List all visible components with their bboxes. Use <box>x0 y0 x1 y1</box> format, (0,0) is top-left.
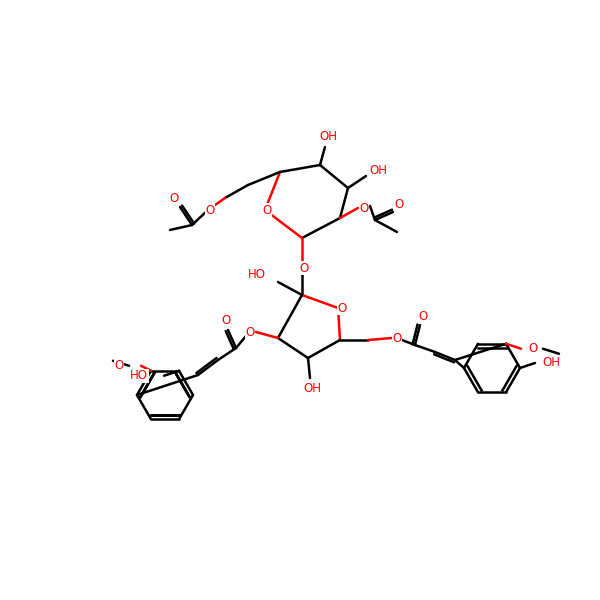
Text: HO: HO <box>130 369 148 382</box>
Text: OH: OH <box>303 382 321 395</box>
Text: O: O <box>529 342 538 355</box>
Text: HO: HO <box>248 268 266 280</box>
Text: O: O <box>418 311 428 323</box>
Text: O: O <box>245 325 254 338</box>
Text: O: O <box>337 301 347 314</box>
Text: O: O <box>115 359 124 372</box>
Text: O: O <box>299 262 308 275</box>
Text: OH: OH <box>369 163 387 176</box>
Text: O: O <box>359 202 368 214</box>
Text: OH: OH <box>542 356 560 370</box>
Text: O: O <box>169 193 179 205</box>
Text: O: O <box>392 331 401 344</box>
Text: O: O <box>205 203 215 217</box>
Text: OH: OH <box>319 130 337 143</box>
Text: O: O <box>394 197 404 211</box>
Text: O: O <box>262 203 272 217</box>
Text: O: O <box>221 313 230 326</box>
